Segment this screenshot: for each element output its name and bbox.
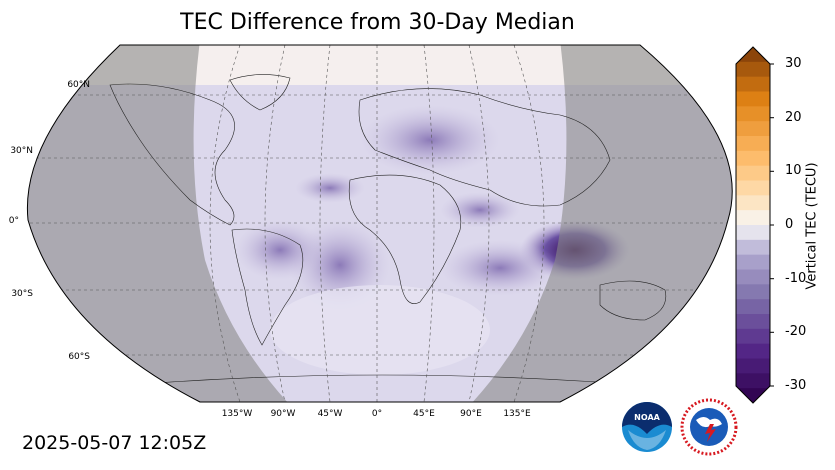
colorbar-tick-0: 0 (785, 217, 794, 232)
colorbar-bands (736, 47, 770, 403)
lon-label-45w: 45°W (317, 409, 343, 419)
colorbar-tick-neg10: -10 (785, 271, 807, 286)
greenland-outline (229, 74, 291, 111)
lat-label-0: 0° (8, 216, 19, 226)
colorbar-band (736, 328, 770, 345)
map-title: TEC Difference from 30-Day Median (180, 10, 575, 35)
tec-map (26, 44, 733, 403)
colorbar-band (736, 47, 770, 63)
lon-label-90e: 90°E (460, 409, 482, 419)
negative-anomaly-indian-ocean (440, 240, 560, 296)
negative-anomaly-north-atlantic (295, 173, 365, 203)
lat-label-60n: 60°N (67, 80, 90, 90)
lon-label-135w: 135°W (221, 409, 253, 419)
noaa-logo: NOAA (622, 402, 672, 452)
gridline-lon-135e (513, 45, 545, 402)
colorbar-tick-10: 10 (785, 163, 802, 178)
colorbar-band (736, 373, 770, 389)
colorbar-label: Vertical TEC (TECU) (804, 162, 820, 290)
colorbar-band (736, 269, 770, 285)
lat-label-60s: 60°S (68, 352, 90, 362)
colorbar-tick-neg20: -20 (785, 324, 807, 339)
colorbar-tick-30: 30 (785, 56, 802, 71)
map-boundary (26, 44, 733, 403)
colorbar-band (736, 76, 770, 92)
noaa-logo-text: NOAA (634, 413, 660, 422)
weak-anomaly-south (270, 285, 490, 375)
north-america-outline (109, 83, 235, 226)
colorbar-band (736, 121, 770, 137)
colorbar-band (736, 91, 770, 107)
lon-label-0: 0° (371, 409, 383, 419)
gridline-lon-90e (468, 45, 490, 402)
gridline-lon-135w (209, 45, 241, 402)
nws-logo (680, 398, 738, 456)
negative-anomaly-europe (360, 105, 500, 175)
lat-label-30n: 30°N (10, 146, 33, 156)
antarctica-outline (129, 374, 641, 386)
negative-anomaly-east-africa (440, 192, 520, 228)
colorbar-band (736, 61, 770, 78)
colorbar-band (736, 106, 770, 122)
colorbar-band (736, 150, 770, 167)
colorbar-band (736, 239, 770, 256)
africa-outline (348, 174, 462, 304)
colorbar (735, 46, 774, 404)
colorbar-band (736, 136, 770, 152)
colorbar-band (736, 180, 770, 196)
australia-outline (599, 280, 667, 321)
colorbar-band (736, 358, 770, 374)
lon-label-45e: 45°E (413, 409, 435, 419)
colorbar-band (736, 225, 770, 241)
lon-label-90w: 90°W (270, 409, 296, 419)
lon-label-135e: 135°E (503, 409, 531, 419)
colorbar-band (736, 284, 770, 300)
timestamp: 2025-05-07 12:05Z (22, 432, 207, 454)
colorbar-tick-20: 20 (785, 110, 802, 125)
coastlines (109, 74, 667, 386)
colorbar-ticks (770, 63, 774, 387)
colorbar-band (736, 314, 770, 330)
map-body (27, 45, 733, 402)
colorbar-band (736, 165, 770, 181)
colorbar-band (736, 343, 770, 359)
south-america-outline (231, 228, 304, 346)
colorbar-band (736, 299, 770, 315)
gridline-lon-90w (264, 45, 286, 402)
colorbar-band (736, 254, 770, 270)
graticule (27, 45, 733, 402)
colorbar-band (736, 210, 770, 226)
lat-label-30s: 30°S (11, 289, 33, 299)
colorbar-band (736, 195, 770, 211)
colorbar-tick-neg30: -30 (785, 378, 807, 393)
